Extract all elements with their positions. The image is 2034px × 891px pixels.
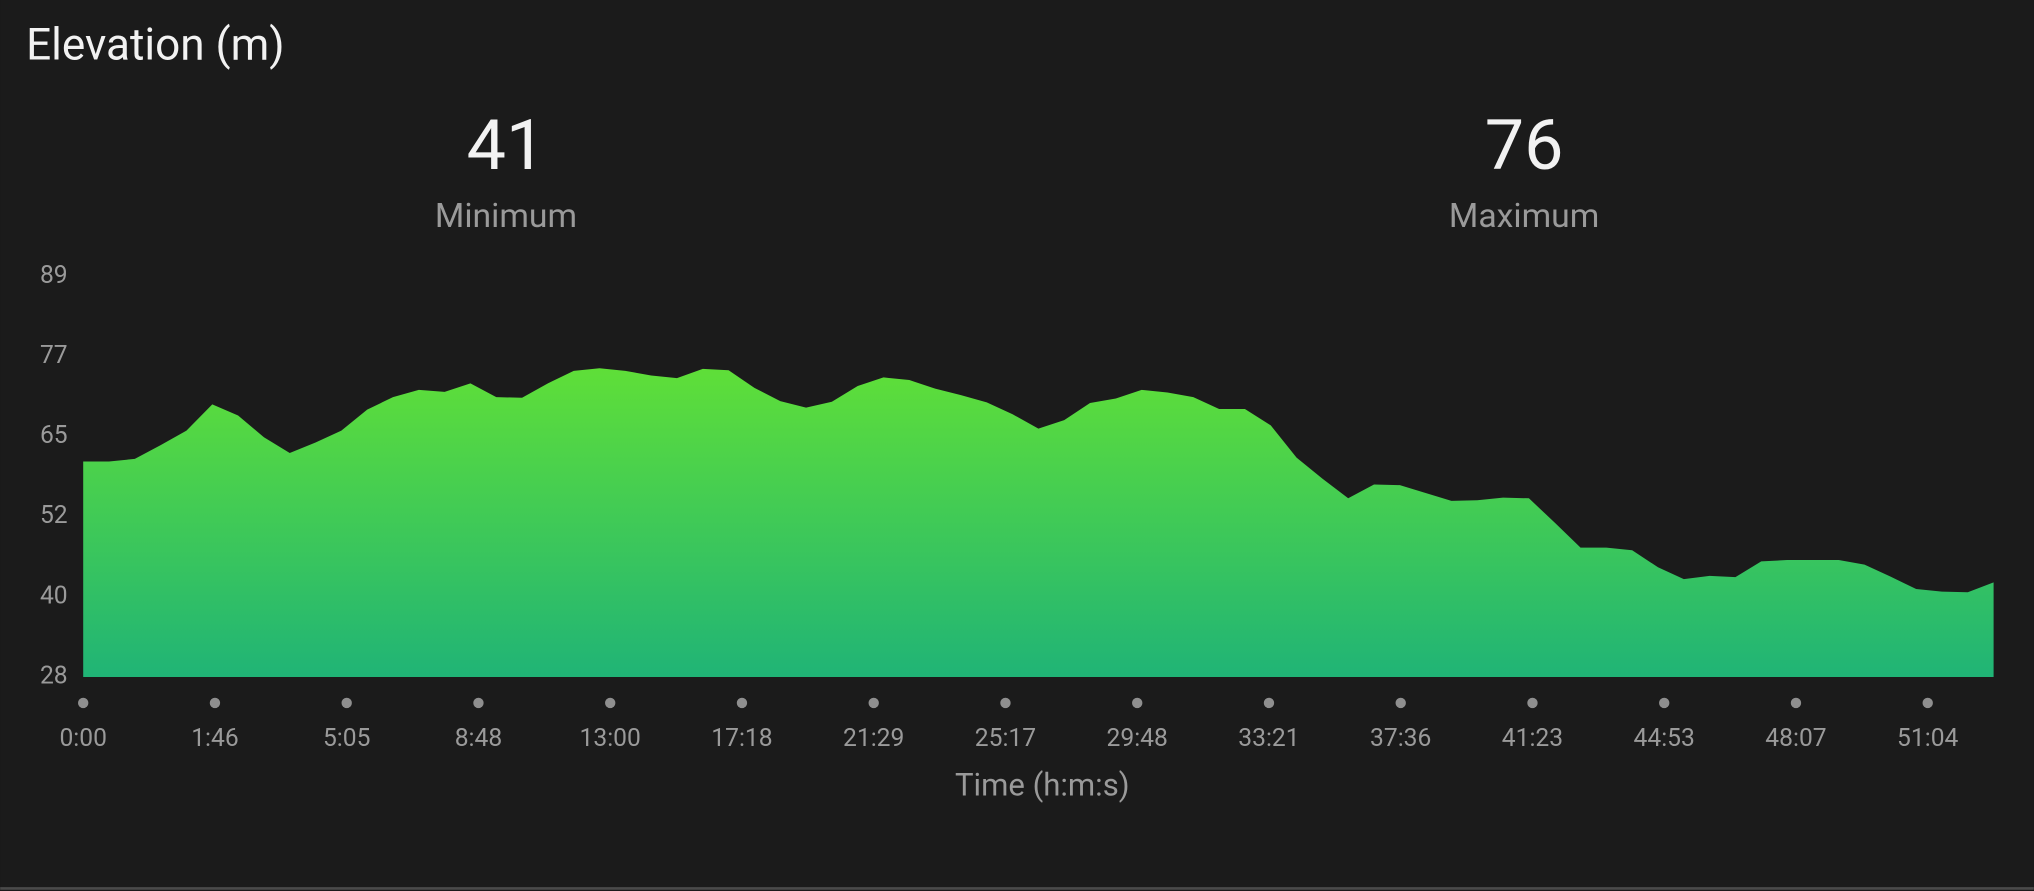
y-tick-label: 52 <box>40 501 68 530</box>
x-tick-dot <box>1790 697 1802 709</box>
x-tick-label: 21:29 <box>843 724 904 753</box>
x-tick-label: 44:53 <box>1634 724 1695 753</box>
elevation-area <box>83 368 1994 678</box>
x-tick-label: 17:18 <box>711 724 772 753</box>
x-tick-label: 13:00 <box>580 724 641 753</box>
x-tick-dot <box>736 697 748 709</box>
x-tick-label: 48:07 <box>1765 724 1826 753</box>
x-tick-dot <box>868 697 879 709</box>
x-tick-dot <box>1000 697 1011 709</box>
x-tick-label: 33:21 <box>1238 724 1299 753</box>
y-tick-label: 28 <box>40 662 68 691</box>
y-tick-label: 65 <box>40 421 68 450</box>
x-tick-dot <box>1395 697 1406 709</box>
stat-value: 76 <box>1485 105 1564 187</box>
x-tick-label: 5:05 <box>323 724 370 753</box>
stat-label: Minimum <box>435 197 577 236</box>
x-tick-dot <box>1527 697 1538 709</box>
stat-value: 41 <box>467 105 546 187</box>
x-tick-label: 51:04 <box>1897 724 1958 753</box>
x-tick-dot <box>78 697 89 709</box>
x-tick-dot <box>1132 697 1143 709</box>
x-tick-dot <box>209 697 221 709</box>
x-tick-label: 25:17 <box>975 724 1036 753</box>
chart-title: Elevation (m) <box>26 19 285 71</box>
x-tick-label: 8:48 <box>455 724 502 753</box>
x-tick-label: 0:00 <box>59 724 106 753</box>
x-tick-label: 37:36 <box>1370 724 1431 753</box>
x-tick-label: 29:48 <box>1107 724 1168 753</box>
stat-label: Maximum <box>1449 197 1599 236</box>
x-tick-label: 41:23 <box>1502 724 1563 753</box>
x-axis-label: Time (h:m:s) <box>955 766 1130 803</box>
x-tick-dot <box>473 697 484 709</box>
y-tick-label: 40 <box>40 581 68 610</box>
x-tick-dot <box>1659 697 1670 709</box>
y-tick-label: 89 <box>40 261 68 290</box>
y-tick-label: 77 <box>40 341 68 370</box>
x-tick-dot <box>1263 697 1275 709</box>
x-tick-label: 1:46 <box>191 724 238 753</box>
x-tick-dot <box>605 697 616 709</box>
x-tick-dot <box>1922 697 1933 709</box>
x-tick-dot <box>341 697 352 709</box>
